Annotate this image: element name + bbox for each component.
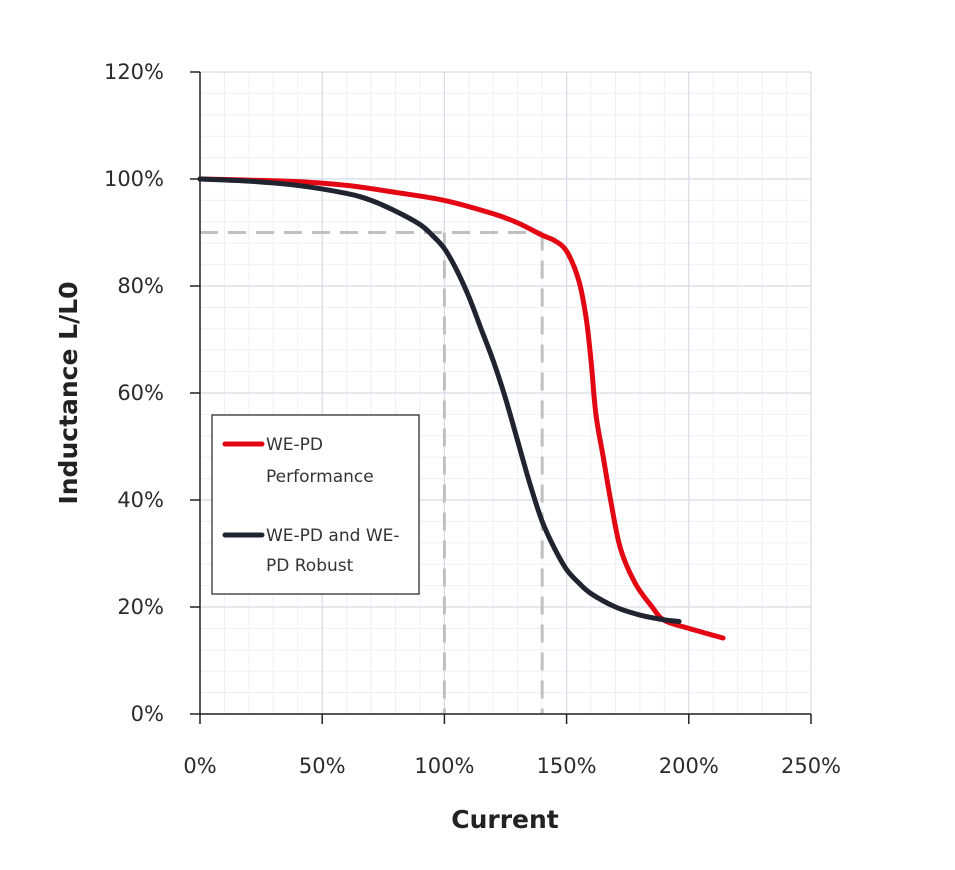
y-tick-label: 20%	[117, 595, 164, 619]
y-tick-label: 80%	[117, 274, 164, 298]
x-tick-label: 100%	[414, 754, 474, 778]
series-lines	[197, 176, 726, 641]
legend: WE-PD Performance WE-PD and WE- PD Robus…	[211, 414, 420, 595]
y-axis-title: Inductance L/L0	[54, 281, 83, 504]
y-tick-label: 60%	[117, 381, 164, 405]
y-tick-label: 0%	[131, 702, 164, 726]
x-tick-label: 200%	[659, 754, 719, 778]
series-line-we-pd-performance	[197, 176, 726, 641]
y-tick-label: 120%	[104, 60, 164, 84]
legend-label-we-pd-performance-line1: WE-PD	[266, 435, 323, 455]
legend-label-we-pd-performance-line2: Performance	[266, 467, 374, 487]
x-tick-label: 0%	[183, 754, 216, 778]
series-line-we-pd-robust	[197, 176, 682, 624]
reference-lines	[200, 231, 544, 714]
x-tick-label: 50%	[299, 754, 346, 778]
x-tick-label: 150%	[537, 754, 597, 778]
legend-label-we-pd-robust-line2: PD Robust	[266, 556, 354, 576]
x-tick-label: 250%	[781, 754, 841, 778]
grid	[199, 71, 812, 715]
x-axis-title: Current	[451, 805, 559, 834]
y-tick-label: 100%	[104, 167, 164, 191]
y-tick-label: 40%	[117, 488, 164, 512]
legend-label-we-pd-robust-line1: WE-PD and WE-	[266, 526, 400, 546]
